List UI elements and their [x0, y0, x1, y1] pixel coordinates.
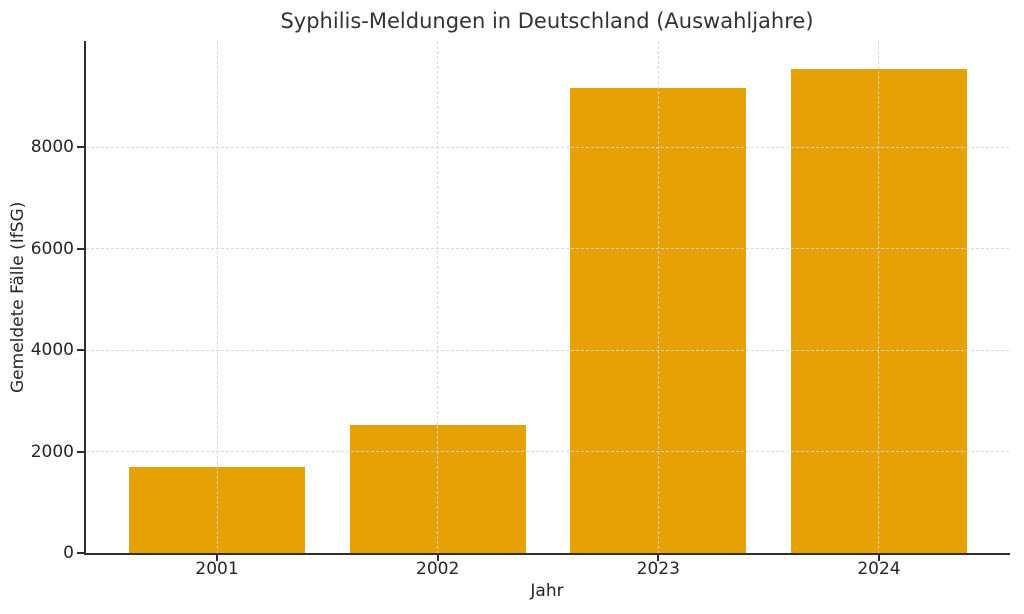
y-tick-mark [77, 247, 84, 250]
y-tick-label: 6000 [30, 238, 74, 259]
gridline-horizontal [86, 349, 1010, 351]
x-axis-title: Jahr [530, 581, 564, 601]
gridline-horizontal [86, 451, 1010, 453]
y-tick-mark [77, 146, 84, 149]
x-tick-mark [436, 555, 439, 561]
y-tick-label: 8000 [30, 137, 74, 158]
y-tick-mark [77, 450, 84, 453]
y-tick-label: 4000 [30, 340, 74, 361]
y-axis-title: Gemeldete Fälle (IfSG) [8, 201, 28, 393]
gridline-vertical [437, 41, 439, 553]
gridline-vertical [216, 41, 218, 553]
x-tick-label: 2001 [195, 559, 239, 579]
x-tick-label: 2024 [857, 559, 901, 579]
x-tick-mark [216, 555, 219, 561]
gridline-vertical [657, 41, 659, 553]
chart-title: Syphilis-Meldungen in Deutschland (Auswa… [280, 9, 814, 33]
gridline-horizontal [86, 248, 1010, 250]
x-tick-mark [877, 555, 880, 561]
x-tick-label: 2002 [416, 559, 460, 579]
x-tick-mark [657, 555, 660, 561]
gridline-horizontal [86, 146, 1010, 148]
y-tick-label: 0 [63, 543, 74, 563]
y-tick-mark [77, 552, 84, 554]
y-tick-mark [77, 349, 84, 352]
x-tick-label: 2023 [636, 559, 680, 579]
y-tick-label: 2000 [30, 441, 74, 462]
gridline-vertical [878, 41, 880, 553]
plot-area [84, 41, 1010, 555]
